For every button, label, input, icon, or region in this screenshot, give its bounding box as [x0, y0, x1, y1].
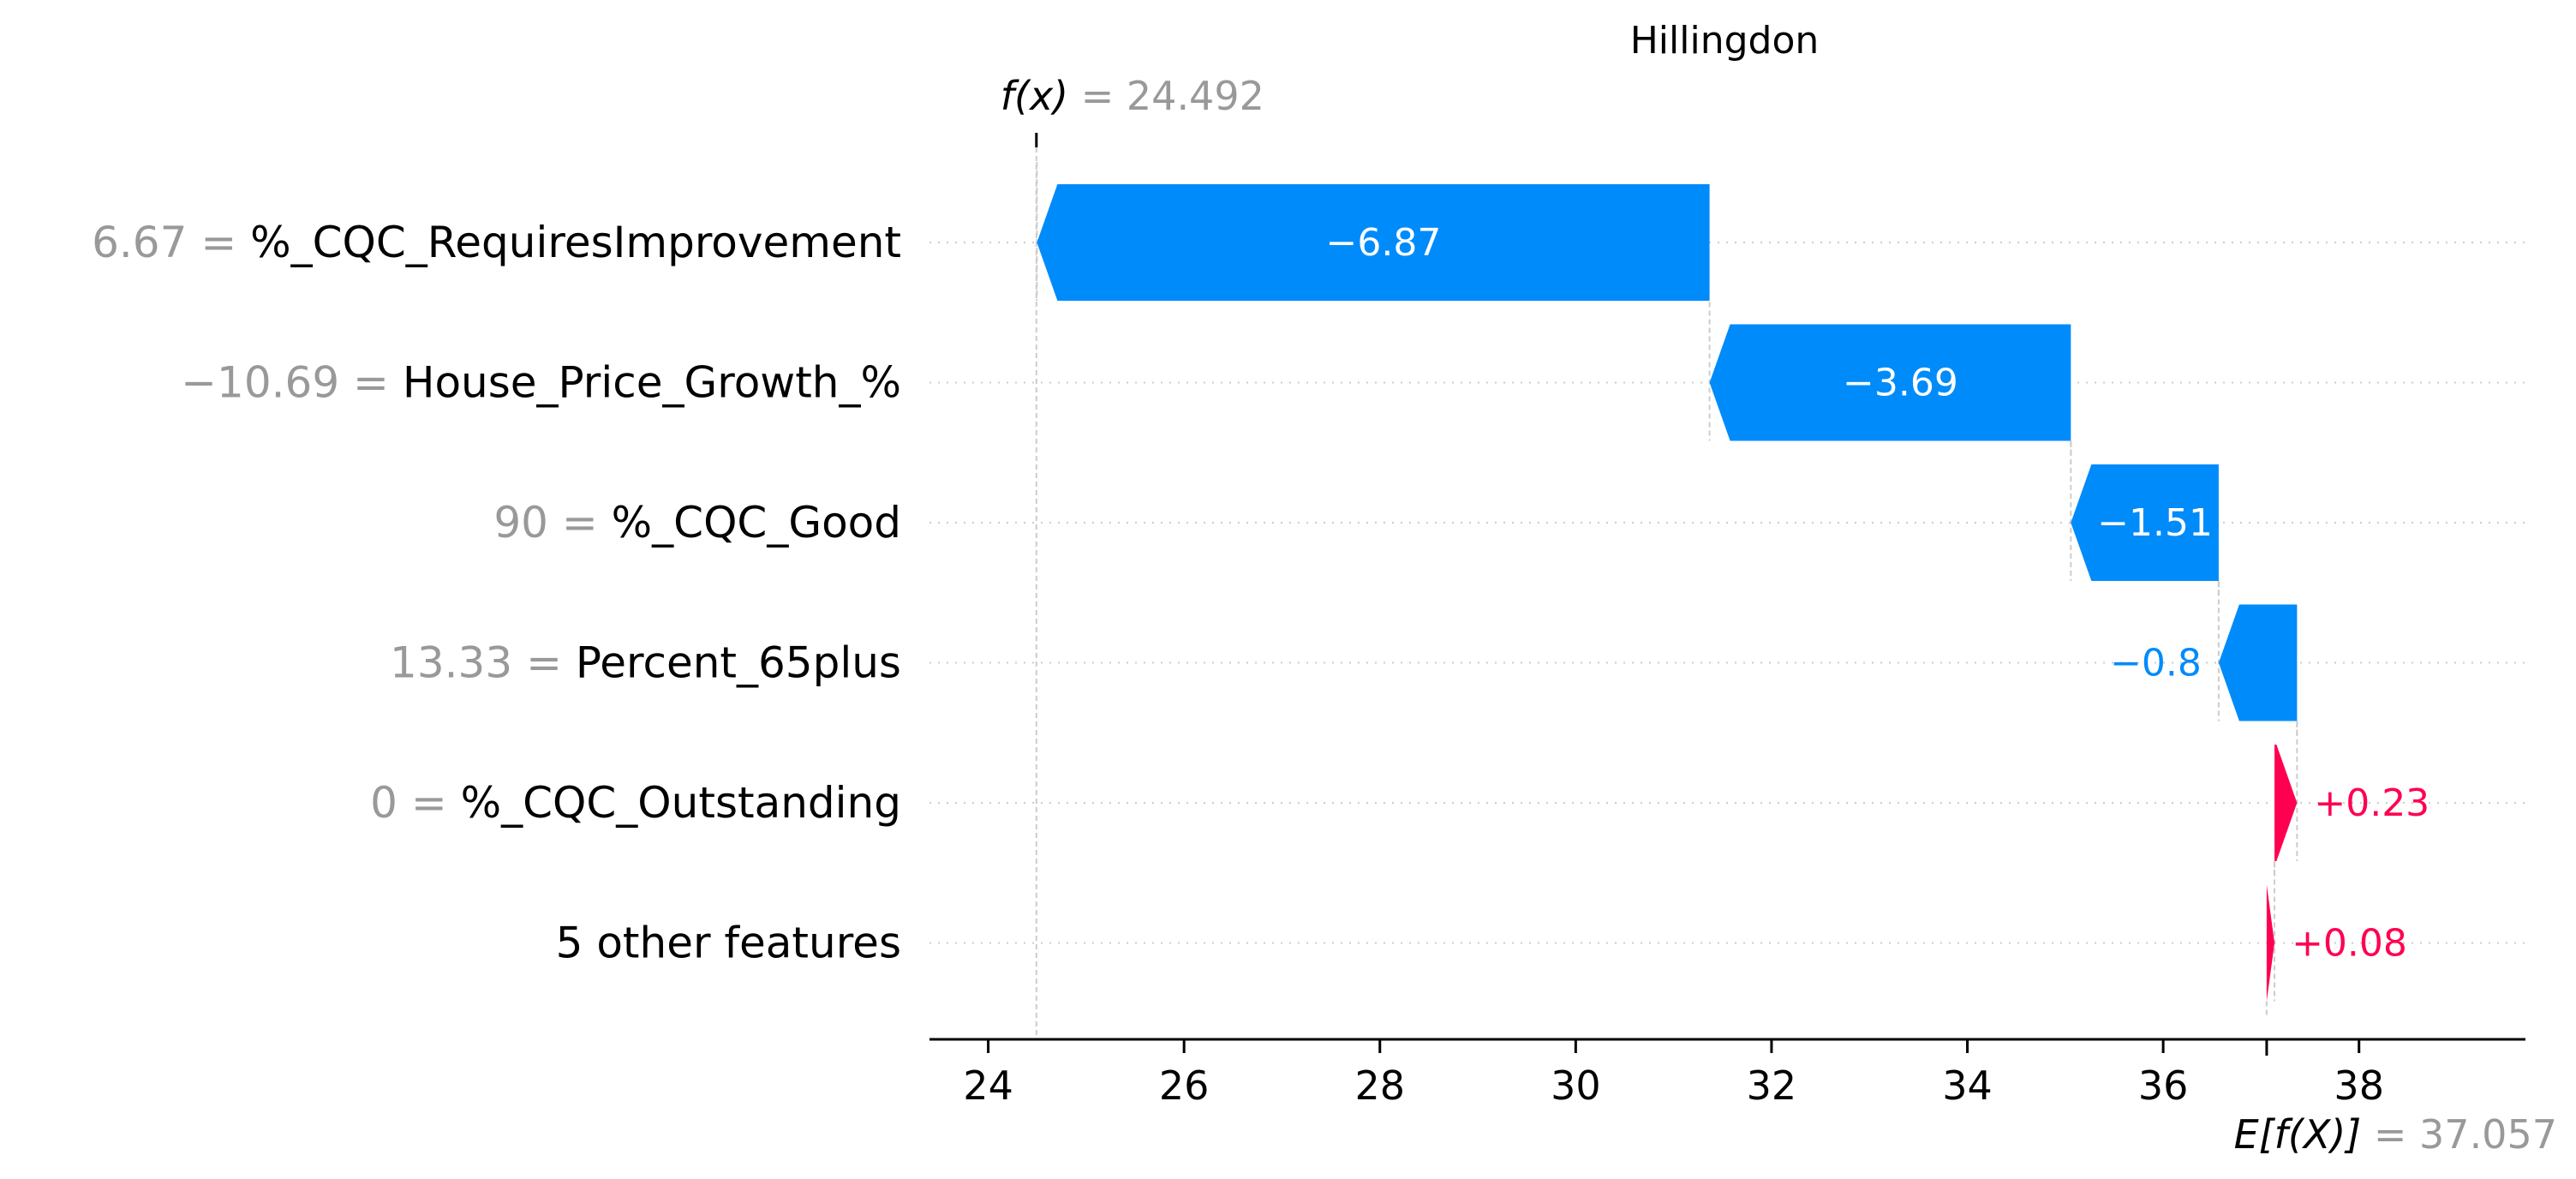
- bar-5: [2274, 745, 2298, 861]
- bar-6: [2266, 884, 2275, 1002]
- x-tick-label: 34: [1942, 1062, 1993, 1109]
- bar-value-label: −0.8: [2110, 642, 2202, 685]
- base-value: 37.057: [2419, 1111, 2557, 1158]
- bar-labels: −6.87 −3.69 −1.51 −0.8 +0.23 +0.08: [1326, 221, 2430, 966]
- connector-lines: [1035, 133, 2298, 1056]
- x-tick-label: 28: [1354, 1062, 1405, 1109]
- bar-value-label: +0.23: [2314, 781, 2430, 825]
- bar-1: [1037, 184, 1710, 301]
- feature-name: 5 other features: [556, 919, 901, 968]
- feature-label: −10.69 = House_Price_Growth_%: [181, 358, 901, 408]
- feature-value: 90 =: [493, 498, 611, 548]
- bar-value-label: −6.87: [1326, 221, 1442, 265]
- base-label: E[f(X)]: [2234, 1111, 2362, 1158]
- x-tick-label: 36: [2138, 1062, 2189, 1109]
- x-tick-label: 26: [1159, 1062, 1210, 1109]
- feature-label: 90 = %_CQC_Good: [493, 498, 901, 548]
- bar-4: [2218, 604, 2298, 721]
- feature-label: 13.33 = Percent_65plus: [390, 638, 901, 688]
- x-tick-label: 38: [2334, 1062, 2384, 1109]
- feature-name: %_CQC_Good: [612, 498, 901, 548]
- base-equals: =: [2374, 1111, 2419, 1158]
- feature-value: 6.67 =: [92, 218, 250, 267]
- x-tick-label: 24: [963, 1062, 1013, 1109]
- svg-text:E[f(X)] = 37.057: E[f(X)] = 37.057: [2234, 1111, 2557, 1158]
- base-annotation: E[f(X)] = 37.057: [2234, 1111, 2557, 1158]
- bars: [1037, 184, 2298, 1002]
- feature-name: Percent_65plus: [576, 638, 901, 688]
- feature-value: 13.33 =: [390, 638, 576, 688]
- feature-label: 5 other features: [556, 919, 901, 968]
- bar-value-label: +0.08: [2292, 922, 2407, 966]
- bar-value-label: −3.69: [1843, 362, 1958, 405]
- chart-title: Hillingdon: [1630, 19, 1820, 63]
- fx-equals: =: [1081, 73, 1127, 119]
- feature-label: 6.67 = %_CQC_RequiresImprovement: [92, 218, 901, 267]
- feature-name: House_Price_Growth_%: [403, 358, 901, 408]
- svg-text:f(x) = 24.492: f(x) = 24.492: [1001, 73, 1264, 119]
- x-tick-label: 30: [1551, 1062, 1601, 1109]
- feature-name: %_CQC_Outstanding: [461, 778, 901, 828]
- feature-value: 0 =: [370, 778, 461, 828]
- x-axis: 24 26 28 30 32 34 36 38: [929, 1038, 2525, 1109]
- bar-value-label: −1.51: [2097, 501, 2213, 545]
- feature-name: %_CQC_RequiresImprovement: [250, 218, 901, 267]
- fx-value: 24.492: [1127, 73, 1264, 119]
- x-tick-label: 32: [1747, 1062, 1797, 1109]
- feature-label: 0 = %_CQC_Outstanding: [370, 778, 901, 828]
- feature-labels: 6.67 = %_CQC_RequiresImprovement −10.69 =…: [92, 218, 901, 968]
- fx-label: f(x): [1001, 73, 1068, 119]
- fx-annotation: f(x) = 24.492: [1001, 73, 1264, 119]
- feature-value: −10.69 =: [181, 358, 403, 408]
- bar-2: [1709, 324, 2071, 441]
- bar-3: [2071, 464, 2219, 581]
